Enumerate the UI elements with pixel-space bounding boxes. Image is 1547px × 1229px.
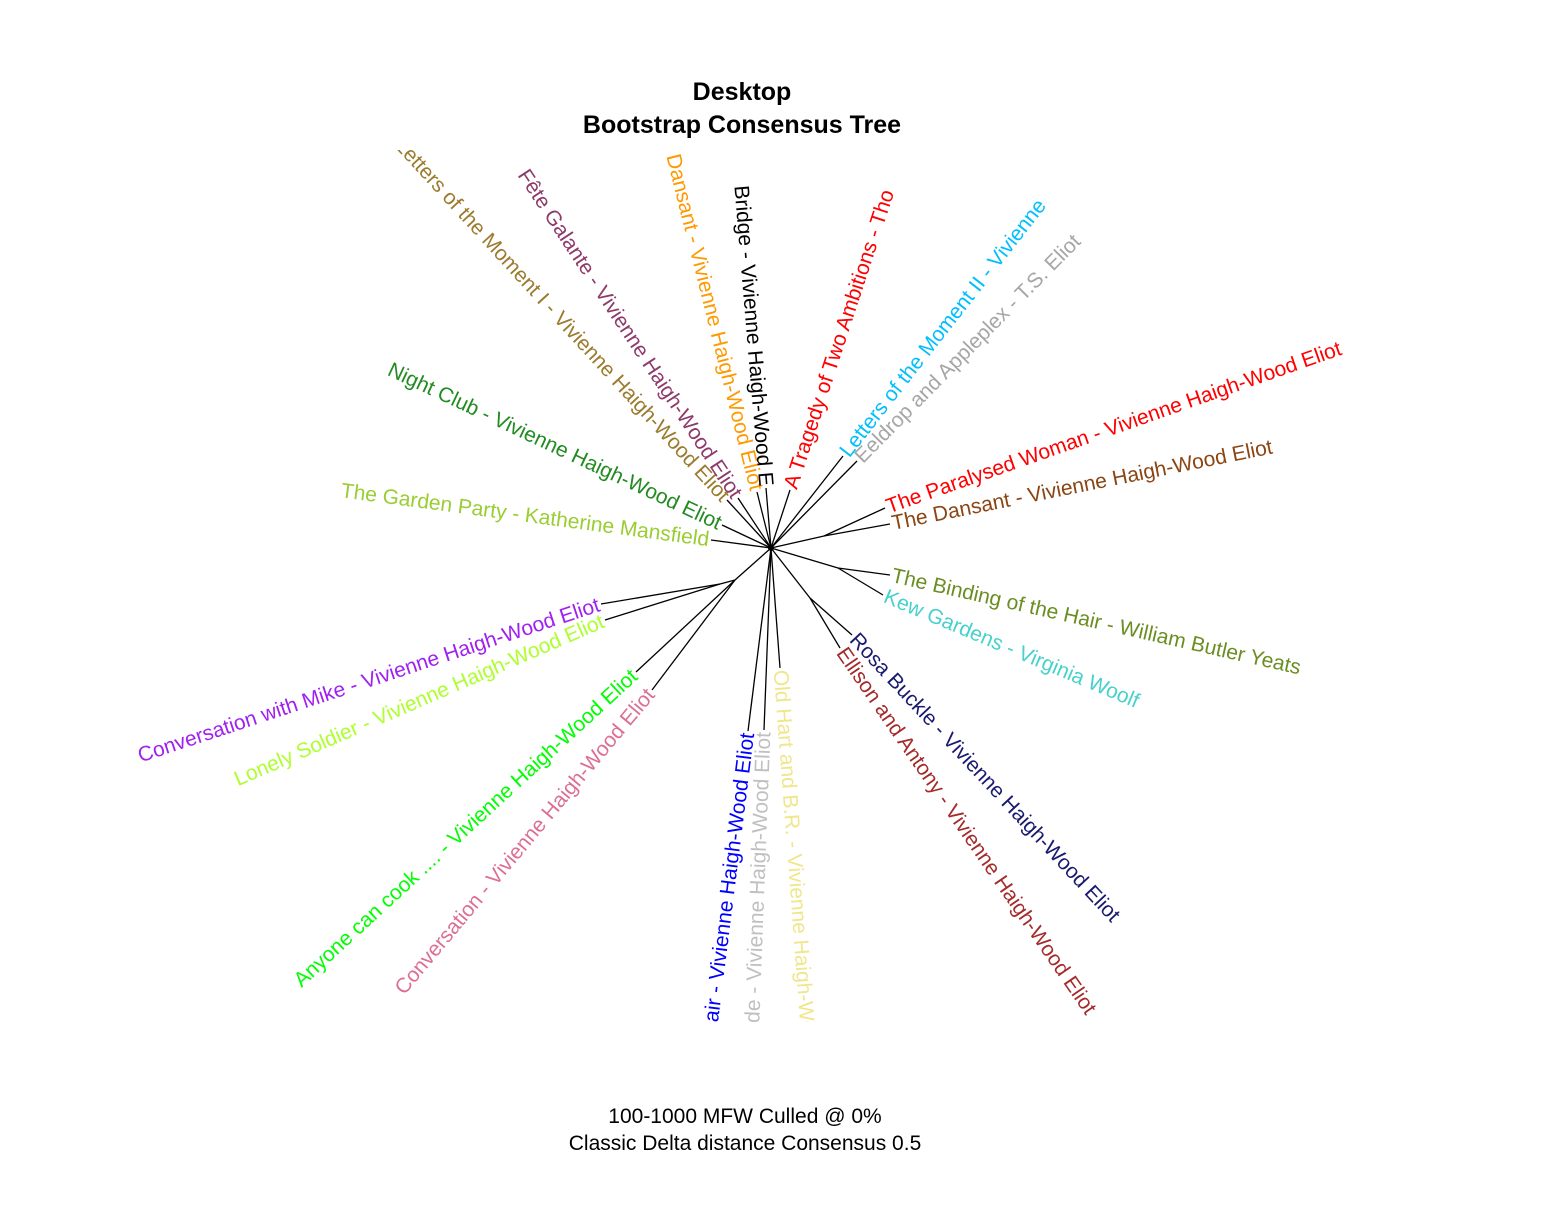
tree-branch — [737, 497, 772, 549]
chart-caption: 100-1000 MFW Culled @ 0% Classic Delta d… — [0, 1103, 1490, 1157]
tree-branch — [763, 547, 772, 731]
tree-branch — [809, 597, 853, 636]
tree-branch — [770, 547, 811, 599]
tree-branch — [837, 567, 884, 596]
leaf-label: Old Hart and B.R. - Vivienne Haigh-Wood … — [769, 669, 824, 1103]
leaf-label: Eeldrop and Appleplex - T.S. Eliot — [850, 230, 1085, 468]
tree-branch — [756, 491, 772, 549]
leaf-label: Conversation with Mike - Vivienne Haigh-… — [135, 594, 603, 768]
tree-branch — [837, 567, 891, 576]
tree-branch — [770, 489, 791, 549]
tree-branch — [747, 547, 772, 732]
caption-line-1: 100-1000 MFW Culled @ 0% — [608, 1105, 882, 1128]
tree-branch — [721, 524, 772, 549]
tree-branch — [770, 547, 781, 669]
tree-branch — [765, 487, 772, 549]
caption-line-2: Classic Delta distance Consensus 0.5 — [568, 1132, 922, 1155]
root-node — [768, 545, 774, 551]
tree-branch — [823, 507, 886, 537]
tree-branch — [770, 535, 825, 549]
tree-branch — [719, 579, 736, 585]
tree-branch — [734, 547, 772, 581]
leaf-label: Anyone can cook .... - Vivienne Haigh-Wo… — [289, 665, 642, 992]
tree-branch — [651, 579, 736, 691]
tree-branch — [823, 523, 891, 537]
tree-branch — [770, 547, 839, 569]
tree-branch — [600, 583, 721, 605]
tree-branch — [770, 455, 844, 549]
tree-branch — [635, 579, 736, 673]
leaf-label: Ellison and Antony - Vivienne Haigh-Wood… — [832, 643, 1101, 1019]
tree-branch — [809, 597, 841, 649]
tree-branch — [710, 539, 772, 549]
tree-branch — [726, 499, 772, 549]
chart-title: Desktop — [692, 78, 792, 106]
chart-title-block: Desktop Bootstrap Consensus Tree — [0, 76, 1484, 142]
tree-branch — [770, 460, 858, 549]
tree-labels: Letters of the Moment I - Vivienne Haigh… — [135, 150, 1345, 1103]
chart-subtitle: Bootstrap Consensus Tree — [582, 111, 902, 139]
tree-edges — [600, 455, 891, 732]
leaf-label: Conversation - Vivienne Haigh-Wood Eliot — [390, 684, 659, 999]
tree-branch — [604, 583, 721, 621]
